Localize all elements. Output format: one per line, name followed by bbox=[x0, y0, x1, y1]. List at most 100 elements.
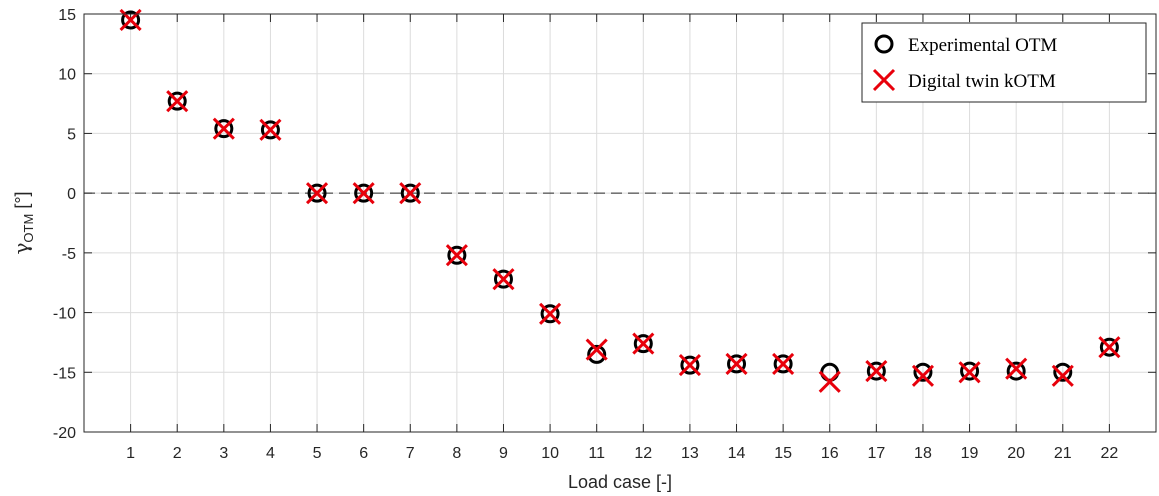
experimental-point bbox=[633, 334, 653, 354]
digital-twin-point-stroke bbox=[678, 354, 701, 377]
digital-twin-point-stroke bbox=[445, 244, 468, 267]
x-tick-label: 5 bbox=[313, 445, 322, 462]
digital-twin-point bbox=[352, 182, 375, 205]
digital-twin-point bbox=[212, 117, 235, 140]
digital-twin-point bbox=[259, 118, 282, 141]
digital-twin-point bbox=[632, 332, 655, 355]
digital-twin-point bbox=[818, 370, 841, 393]
digital-twin-point-stroke bbox=[352, 182, 375, 205]
digital-twin-point-stroke bbox=[399, 182, 422, 205]
x-tick-label: 17 bbox=[867, 445, 885, 462]
x-axis-ticks: 1 2 3 4 5 6 7 8 9 10 11 12 13 14 15 16 17 18 19 20 21 22 bbox=[126, 14, 1118, 462]
y-tick-label: 10 bbox=[58, 67, 76, 84]
x-tick-label: 10 bbox=[541, 445, 559, 462]
experimental-point bbox=[400, 183, 420, 203]
data-markers bbox=[119, 8, 1121, 393]
x-tick-label: 9 bbox=[499, 445, 508, 462]
digital-twin-point-stroke bbox=[958, 361, 981, 384]
experimental-point bbox=[1099, 337, 1119, 357]
digital-twin-point-stroke bbox=[212, 117, 235, 140]
y-tick-label: -5 bbox=[62, 246, 76, 263]
x-tick-label: 19 bbox=[961, 445, 979, 462]
digital-twin-point-stroke bbox=[632, 332, 655, 355]
x-tick-label: 15 bbox=[774, 445, 792, 462]
x-tick-label: 6 bbox=[359, 445, 368, 462]
experimental-point bbox=[680, 355, 700, 375]
digital-twin-point bbox=[911, 364, 935, 387]
digital-twin-point bbox=[1098, 336, 1121, 359]
digital-twin-point bbox=[678, 354, 701, 377]
y-tick-label: -20 bbox=[53, 425, 76, 442]
digital-twin-point-stroke bbox=[725, 352, 748, 375]
digital-twin-point bbox=[725, 352, 748, 375]
experimental-point bbox=[260, 120, 280, 140]
digital-twin-point bbox=[492, 268, 515, 291]
digital-twin-point-stroke bbox=[865, 360, 888, 383]
y-axis-title-unit: [°] bbox=[12, 191, 32, 213]
experimental-point bbox=[214, 119, 234, 139]
y-axis-title: γOTM [°] bbox=[9, 191, 36, 254]
digital-twin-point-stroke bbox=[259, 118, 282, 141]
x-tick-label: 8 bbox=[452, 445, 461, 462]
legend-label-experimental: Experimental OTM bbox=[908, 35, 1057, 56]
digital-twin-point-stroke bbox=[911, 364, 935, 387]
x-tick-label: 13 bbox=[681, 445, 699, 462]
experimental-point bbox=[960, 361, 980, 381]
experimental-point bbox=[354, 183, 374, 203]
digital-twin-point-stroke bbox=[539, 302, 562, 325]
experimental-point bbox=[493, 269, 513, 289]
y-axis-title-symbol: γ bbox=[9, 243, 33, 255]
experimental-point bbox=[1006, 361, 1026, 381]
experimental-point bbox=[167, 91, 187, 111]
y-tick-label: 5 bbox=[67, 126, 76, 143]
x-tick-label: 1 bbox=[126, 445, 135, 462]
experimental-point bbox=[913, 362, 933, 382]
x-tick-label: 11 bbox=[588, 445, 605, 462]
x-axis-title: Load case [-] bbox=[568, 472, 672, 492]
digital-twin-point bbox=[445, 244, 468, 267]
x-tick-label: 20 bbox=[1007, 445, 1025, 462]
digital-twin-point bbox=[958, 361, 981, 384]
x-tick-label: 16 bbox=[821, 445, 839, 462]
y-tick-label: 15 bbox=[58, 7, 76, 24]
y-axis-ticks: -20 -15 -10 -5 0 5 10 15 bbox=[53, 7, 1156, 442]
digital-twin-point bbox=[772, 352, 795, 375]
x-tick-label: 7 bbox=[406, 445, 415, 462]
digital-twin-point bbox=[585, 338, 608, 361]
x-tick-label: 2 bbox=[173, 445, 182, 462]
y-tick-label: -10 bbox=[53, 306, 76, 323]
digital-twin-point bbox=[305, 182, 329, 205]
legend: Experimental OTM Digital twin kOTM bbox=[861, 22, 1147, 103]
y-tick-label: -15 bbox=[53, 365, 76, 382]
experimental-point bbox=[773, 354, 793, 374]
digital-twin-point bbox=[166, 90, 189, 113]
digital-twin-point-stroke bbox=[305, 182, 329, 205]
digital-twin-point-stroke bbox=[1098, 336, 1121, 359]
digital-twin-point bbox=[1005, 357, 1028, 380]
x-tick-label: 21 bbox=[1054, 445, 1072, 462]
digital-twin-point-stroke bbox=[166, 90, 189, 113]
x-tick-label: 3 bbox=[219, 445, 228, 462]
experimental-point bbox=[540, 304, 560, 324]
y-tick-label: 0 bbox=[67, 186, 76, 203]
digital-twin-point-stroke bbox=[1005, 357, 1028, 380]
experimental-point bbox=[866, 361, 886, 381]
digital-twin-point-stroke bbox=[1051, 364, 1074, 387]
digital-twin-point-stroke bbox=[492, 268, 515, 291]
experimental-point bbox=[447, 245, 467, 265]
digital-twin-point bbox=[399, 182, 422, 205]
x-tick-label: 4 bbox=[266, 445, 275, 462]
plot-frame bbox=[83, 13, 1157, 433]
experimental-point bbox=[307, 183, 327, 203]
experimental-point bbox=[587, 344, 607, 364]
digital-twin-point-stroke bbox=[585, 338, 608, 361]
experimental-point bbox=[1053, 362, 1073, 382]
digital-twin-point bbox=[119, 8, 142, 32]
x-tick-label: 22 bbox=[1100, 445, 1118, 462]
digital-twin-point bbox=[1051, 364, 1074, 387]
legend-label-digital-twin: Digital twin kOTM bbox=[908, 71, 1056, 92]
experimental-point bbox=[727, 354, 747, 374]
x-tick-label: 12 bbox=[634, 445, 652, 462]
legend-circle-marker bbox=[874, 34, 894, 54]
